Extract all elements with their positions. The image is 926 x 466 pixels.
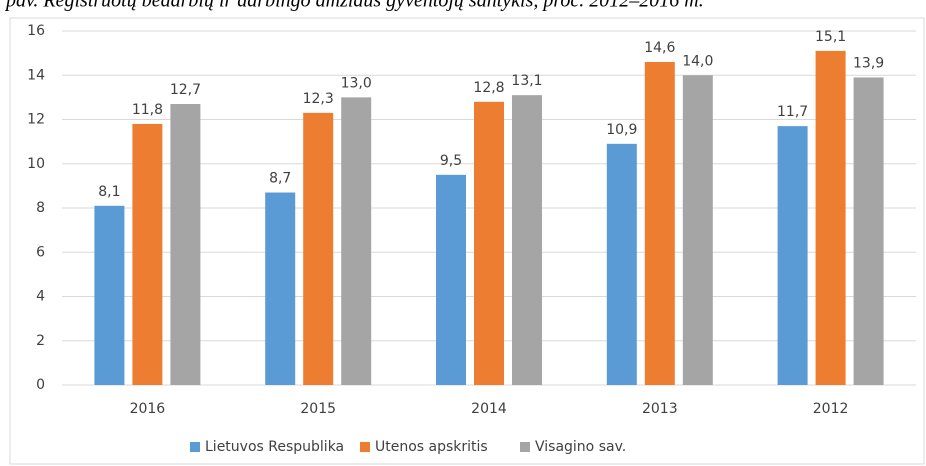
legend-swatch xyxy=(190,442,200,452)
bar xyxy=(170,104,201,385)
bar xyxy=(94,205,125,385)
value-label: 12,8 xyxy=(473,80,504,96)
bar xyxy=(606,143,637,385)
chart-frame xyxy=(9,17,925,465)
value-label: 9,5 xyxy=(440,153,462,169)
legend-label: Visagino sav. xyxy=(535,439,626,455)
legend-swatch xyxy=(520,442,530,452)
bar xyxy=(682,75,713,385)
value-label: 11,8 xyxy=(132,102,163,118)
x-tick-label: 2014 xyxy=(471,401,507,417)
bar xyxy=(341,97,372,385)
y-tick-label: 14 xyxy=(27,67,45,83)
x-tick-label: 2016 xyxy=(130,401,166,417)
chart-title: pav. Registruotų bedarbių ir darbingo am… xyxy=(4,0,704,12)
value-label: 14,0 xyxy=(682,53,713,69)
bar xyxy=(265,192,296,385)
y-tick-label: 8 xyxy=(36,200,45,216)
bar xyxy=(436,174,466,385)
value-label: 12,3 xyxy=(303,91,334,107)
y-tick-label: 6 xyxy=(36,244,45,260)
legend-swatch xyxy=(360,442,370,452)
y-tick-label: 12 xyxy=(27,112,45,128)
value-label: 11,7 xyxy=(777,104,808,120)
value-label: 12,7 xyxy=(170,82,201,98)
x-tick-label: 2013 xyxy=(642,401,678,417)
legend-label: Utenos apskritis xyxy=(375,439,488,455)
bar xyxy=(512,95,542,385)
legend-label: Lietuvos Respublika xyxy=(205,439,344,455)
bar xyxy=(815,50,846,385)
x-tick-label: 2015 xyxy=(300,401,336,417)
value-label: 8,1 xyxy=(98,184,120,200)
x-tick-label: 2012 xyxy=(813,401,849,417)
bar xyxy=(474,101,504,386)
value-label: 15,1 xyxy=(815,29,846,45)
value-label: 8,7 xyxy=(269,171,291,187)
value-label: 14,6 xyxy=(644,40,675,56)
y-tick-label: 4 xyxy=(36,289,45,305)
value-label: 13,0 xyxy=(341,75,372,91)
y-tick-label: 16 xyxy=(27,23,45,39)
value-label: 13,9 xyxy=(853,55,884,71)
y-tick-label: 10 xyxy=(27,156,45,172)
bar xyxy=(132,123,163,386)
value-label: 10,9 xyxy=(606,122,637,138)
y-tick-label: 0 xyxy=(36,377,45,393)
bar xyxy=(853,77,884,386)
bar xyxy=(777,126,808,385)
bar xyxy=(303,112,334,386)
bar xyxy=(644,61,675,385)
y-tick-label: 2 xyxy=(36,333,45,349)
value-label: 13,1 xyxy=(511,73,542,89)
